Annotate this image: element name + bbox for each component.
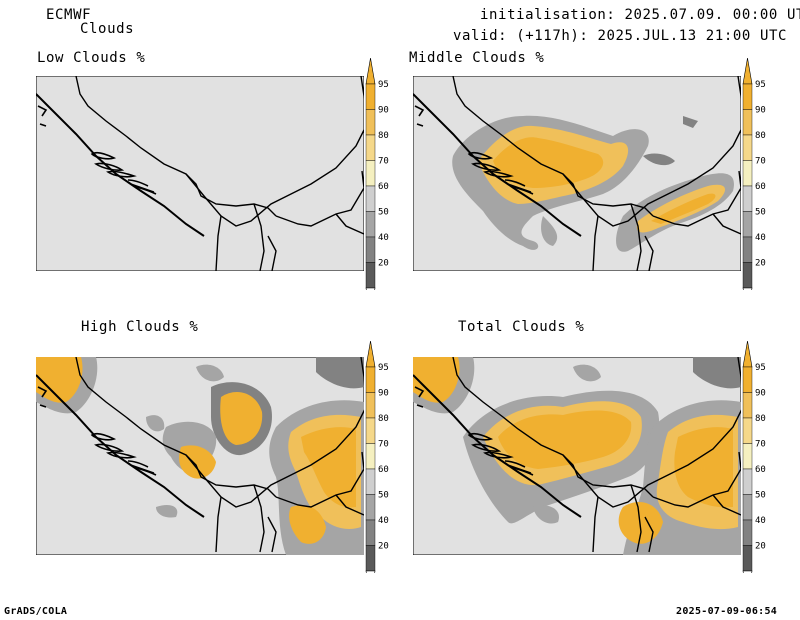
colorbar-segment [742,134,753,161]
colorbar-level-label: 60 [755,182,766,192]
colorbar-segment [742,262,753,289]
colorbar-top-arrow [365,341,376,368]
valid-time: valid: (+117h): 2025.JUL.13 21:00 UTC [453,28,788,44]
colorbar-level-label: 70 [378,440,389,450]
colorbar-bottom-arrow [742,287,753,290]
colorbar-bottom-arrow [742,570,753,573]
colorbar-level-label: 40 [755,233,766,243]
colorbar-segment [365,236,376,263]
colorbar-level-label: 20 [378,542,389,552]
colorbar-bottom-arrow [365,570,376,573]
colorbar-level-label: 70 [755,157,766,167]
colorbar-segment [742,443,753,470]
high-clouds-map [36,357,364,555]
panel-title-middle: Middle Clouds % [409,50,545,66]
colorbar-level-label: 80 [378,414,389,424]
colorbar-level-label: 95 [755,363,766,373]
colorbar-segment [742,545,753,572]
panel-title-total: Total Clouds % [458,319,585,335]
colorbar-segment [365,443,376,470]
colorbar-segment [742,185,753,212]
colorbar-level-label: 20 [378,259,389,269]
colorbar-level-label: 20 [755,542,766,552]
colorbar-segment [365,366,376,393]
colorbar-segment [365,211,376,238]
colorbar-segment [365,83,376,110]
init-time: initialisation: 2025.07.09. 00:00 UTC [480,7,800,23]
colorbar-segment [365,392,376,419]
colorbar-level-label: 50 [378,208,389,218]
colorbar-top-arrow [742,341,753,368]
colorbar-segment [742,417,753,444]
colorbar-top-arrow [365,58,376,85]
colorbar-segment [742,366,753,393]
product-name: Clouds [80,21,135,37]
colorbar-level-label: 90 [378,106,389,116]
panel-title-low: Low Clouds % [37,50,146,66]
cloud-shading [36,357,364,555]
colorbar-level-label: 90 [378,389,389,399]
total-clouds-map [413,357,741,555]
colorbar-middle: 95 90 80 70 60 50 40 20 [742,58,766,290]
colorbar-level-label: 50 [755,491,766,501]
colorbar-level-label: 60 [378,465,389,475]
colorbar-level-label: 90 [755,106,766,116]
colorbar-segment [742,519,753,546]
footer-software: GrADS/COLA [4,606,68,617]
colorbar-level-label: 90 [755,389,766,399]
colorbar-level-label: 70 [378,157,389,167]
colorbar-level-label: 40 [378,233,389,243]
colorbar-level-label: 80 [755,414,766,424]
colorbar-segment [742,468,753,495]
colorbar-level-label: 80 [755,131,766,141]
colorbar-segment [742,494,753,521]
panel-title-high: High Clouds % [81,319,199,335]
colorbar-segment [365,417,376,444]
colorbar-segment [742,160,753,187]
colorbar-segment [365,468,376,495]
colorbar-level-label: 40 [378,516,389,526]
colorbar-segment [742,109,753,136]
colorbar-segment [365,545,376,572]
colorbar-level-label: 80 [378,131,389,141]
colorbar-segment [365,262,376,289]
colorbar-level-label: 70 [755,440,766,450]
colorbar-segment [365,494,376,521]
colorbar-level-label: 95 [378,363,389,373]
middle-clouds-map [413,76,741,271]
colorbar-bottom-arrow [365,287,376,290]
colorbar-segment [365,160,376,187]
colorbar-segment [365,519,376,546]
colorbar-high: 95 90 80 70 60 50 40 20 [365,341,389,573]
colorbar-level-label: 20 [755,259,766,269]
colorbar-level-label: 50 [755,208,766,218]
colorbar-segment [365,109,376,136]
colorbar-level-label: 60 [378,182,389,192]
colorbar-total: 95 90 80 70 60 50 40 20 [742,341,766,573]
colorbar-top-arrow [742,58,753,85]
colorbar-level-label: 50 [378,491,389,501]
colorbar-low: 95 90 80 70 60 50 40 20 [365,58,389,290]
colorbar-level-label: 95 [378,80,389,90]
colorbar-level-label: 60 [755,465,766,475]
model-name: ECMWF [46,7,92,23]
colorbar-level-label: 40 [755,516,766,526]
footer-timestamp: 2025-07-09-06:54 [676,606,778,617]
low-clouds-map [36,76,364,271]
colorbar-segment [742,392,753,419]
colorbar-segment [365,185,376,212]
colorbar-segment [365,134,376,161]
colorbar-segment [742,211,753,238]
colorbar-level-label: 95 [755,80,766,90]
colorbar-segment [742,83,753,110]
colorbar-segment [742,236,753,263]
